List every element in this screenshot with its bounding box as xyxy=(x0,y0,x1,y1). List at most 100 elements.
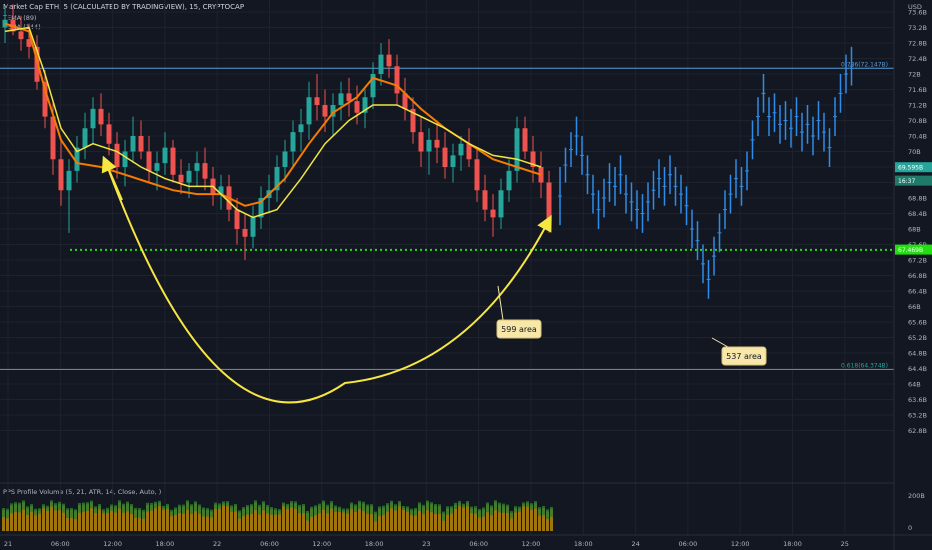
volume-bar xyxy=(390,502,393,531)
candle-body xyxy=(466,143,472,160)
volume-bar xyxy=(154,503,157,531)
volume-tick: 200B xyxy=(908,492,925,500)
volume-bar xyxy=(110,506,113,531)
volume-bar xyxy=(494,502,497,531)
volume-delta xyxy=(470,506,473,514)
price-tick: 73.2B xyxy=(908,24,927,32)
volume-delta xyxy=(334,505,337,512)
volume-bar xyxy=(82,504,85,531)
time-tick: 23 xyxy=(422,540,430,548)
volume-bar xyxy=(86,504,89,531)
volume-delta xyxy=(258,504,261,515)
volume-bar xyxy=(406,508,409,531)
volume-delta xyxy=(66,508,69,518)
volume-bar xyxy=(194,503,197,531)
volume-bar xyxy=(54,505,57,531)
volume-bar xyxy=(210,511,213,531)
candle-body xyxy=(546,182,552,226)
volume-bar xyxy=(178,506,181,531)
volume-bar xyxy=(78,505,81,531)
volume-delta xyxy=(430,502,433,513)
volume-delta xyxy=(518,506,521,512)
volume-bar xyxy=(486,504,489,531)
volume-delta xyxy=(366,504,369,515)
volume-bar xyxy=(522,504,525,531)
volume-delta xyxy=(454,502,457,510)
callout-box xyxy=(721,346,767,366)
candle-body xyxy=(130,136,136,152)
candle-body xyxy=(354,101,360,113)
volume-delta xyxy=(314,505,317,516)
volume-bar xyxy=(474,508,477,531)
volume-delta xyxy=(238,510,241,519)
volume-delta xyxy=(126,501,129,512)
volume-delta xyxy=(18,502,21,513)
volume-delta xyxy=(114,505,117,513)
volume-delta xyxy=(10,503,13,514)
volume-delta xyxy=(142,509,145,520)
volume-bar xyxy=(14,504,17,531)
price-tick: 66.8B xyxy=(908,272,927,280)
volume-bar xyxy=(6,510,9,531)
candle-body xyxy=(322,105,328,117)
volume-delta xyxy=(402,506,405,511)
price-tick: 63.2B xyxy=(908,412,927,420)
candle-body xyxy=(474,159,480,191)
volume-delta xyxy=(46,505,49,511)
volume-bar xyxy=(274,510,277,531)
volume-bar xyxy=(246,506,249,531)
volume-bar xyxy=(94,508,97,531)
candle-body xyxy=(290,132,296,152)
volume-delta xyxy=(282,502,285,507)
volume-bar xyxy=(326,506,329,531)
volume-delta xyxy=(514,506,517,513)
volume-delta xyxy=(322,500,325,510)
volume-delta xyxy=(546,509,549,520)
volume-bar xyxy=(198,506,201,531)
volume-delta xyxy=(230,505,233,512)
volume-bar xyxy=(66,510,69,531)
volume-bar xyxy=(34,510,37,531)
volume-bar xyxy=(370,506,373,531)
volume-bar xyxy=(362,503,365,531)
price-tick: 70B xyxy=(908,148,921,156)
candle-body xyxy=(362,97,368,113)
price-tick: 70.8B xyxy=(908,117,927,125)
volume-delta xyxy=(162,505,165,511)
candle-body xyxy=(410,108,416,133)
volume-bar xyxy=(430,504,433,531)
volume-delta xyxy=(62,503,65,513)
volume-delta xyxy=(458,500,461,507)
volume-bar xyxy=(538,509,541,531)
volume-delta xyxy=(490,505,493,516)
volume-bar xyxy=(490,507,493,531)
volume-bar xyxy=(310,508,313,531)
candle-body xyxy=(154,163,160,171)
price-axis: 73.6B 73.2B 72.8B 72.4B 72B 71.6B 71.2B 70.8B 70… xyxy=(908,9,927,533)
volume-delta xyxy=(86,502,89,511)
volume-bar xyxy=(234,505,237,531)
volume-delta xyxy=(494,500,497,511)
candle-body xyxy=(306,97,312,125)
callout-box xyxy=(496,319,542,339)
volume-delta xyxy=(106,507,109,513)
price-tag xyxy=(895,175,932,186)
candle-body xyxy=(282,151,288,167)
volume-delta xyxy=(50,500,53,507)
volume-delta xyxy=(398,501,401,507)
volume-delta xyxy=(418,502,421,511)
volume-indicator-label[interactable]: PPS Profile Volume (5, 21, ATR, 14, Clos… xyxy=(3,488,162,496)
callout-pointer xyxy=(497,285,504,321)
volume-bar xyxy=(186,502,189,531)
candle-body xyxy=(242,229,248,237)
volume-bar xyxy=(70,509,73,531)
callout-text: 599 area xyxy=(501,325,537,334)
volume-delta xyxy=(482,507,485,517)
candle-body xyxy=(506,170,512,191)
volume-bar xyxy=(74,511,77,531)
volume-delta xyxy=(202,507,205,517)
indicator-tema-89[interactable]: TEMA (89) xyxy=(3,14,37,22)
price-tick: 70.4B xyxy=(908,133,927,141)
volume-bar xyxy=(502,505,505,531)
